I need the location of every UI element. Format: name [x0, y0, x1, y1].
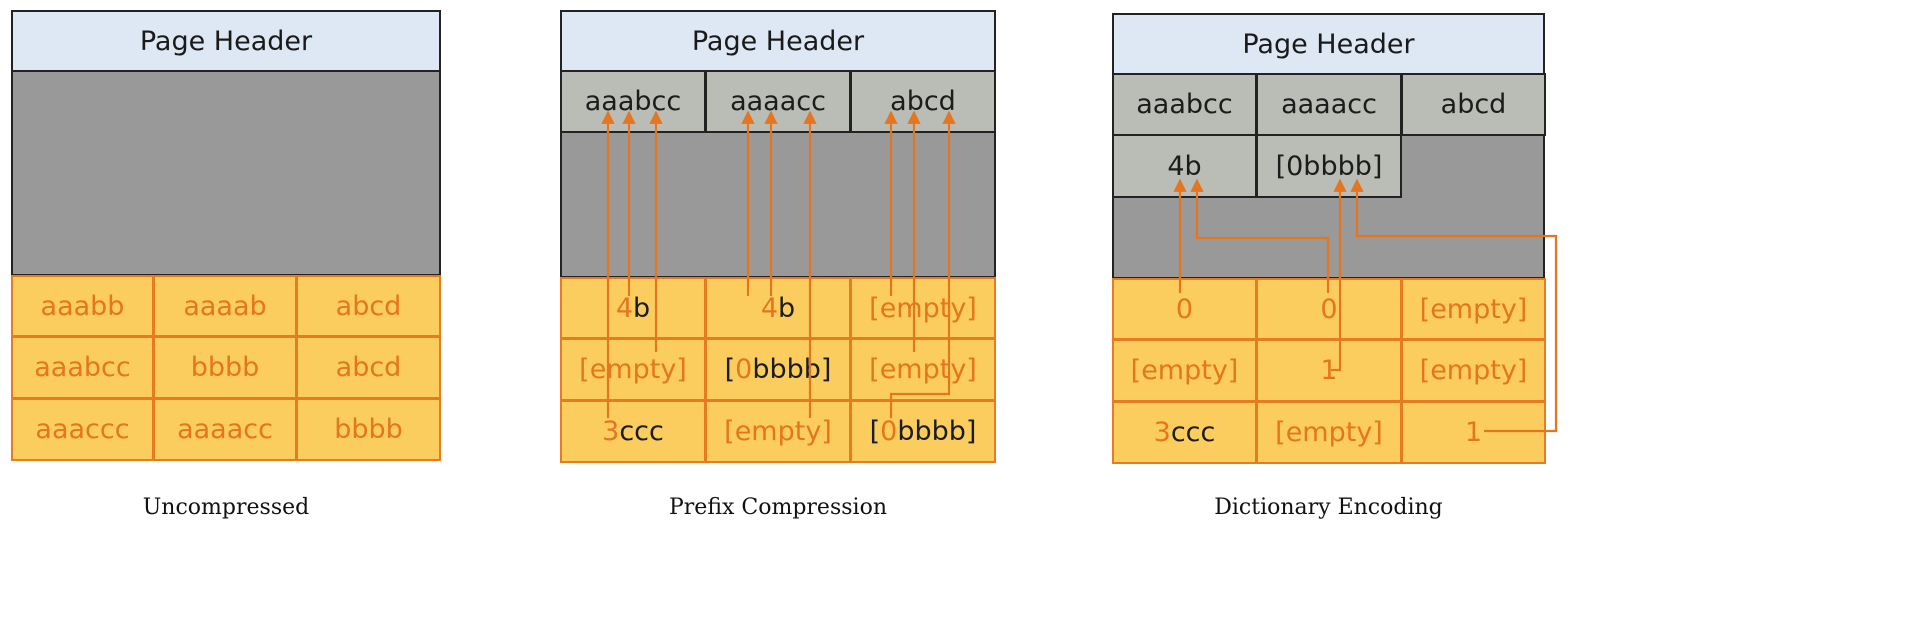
cell-ref: 3 — [602, 416, 620, 447]
cell-value: aaabb — [40, 290, 125, 322]
prefix-cell: aaabcc — [1112, 73, 1257, 136]
data-cell: bbbb — [153, 336, 297, 399]
data-cell: [empty] — [1112, 339, 1257, 402]
cell-ref: 0 — [735, 354, 753, 385]
prefix-value: abcd — [890, 86, 956, 117]
prefix-value: aaaacc — [730, 86, 826, 117]
data-cell: 0 — [1112, 278, 1257, 340]
dictionary-value: [0bbbb] — [1275, 150, 1383, 182]
panel-caption: Uncompressed — [142, 495, 310, 520]
prefix-cell: aaaacc — [1256, 73, 1402, 136]
cell-value: [empty] — [869, 292, 977, 324]
data-cell: [empty] — [705, 400, 851, 463]
cell-suffix: bbbb] — [752, 354, 832, 385]
data-cell: [empty] — [560, 338, 706, 401]
dictionary-row: 4b [0bbbb] — [1112, 134, 1402, 198]
data-cell: bbbb — [296, 398, 441, 461]
cell-suffix: ccc — [619, 416, 664, 447]
data-row: 3 ccc [empty] [0 bbbb] — [560, 400, 996, 463]
cell-bracket: [ — [724, 354, 736, 385]
prefix-value: aaaacc — [1281, 89, 1377, 120]
prefix-cell: abcd — [850, 70, 996, 133]
cell-ref: 4 — [760, 292, 779, 324]
data-cell: abcd — [296, 275, 441, 337]
cell-value: aaaccc — [35, 414, 130, 445]
cell-ref: 0 — [1175, 293, 1194, 325]
cell-bracket: [ — [869, 416, 881, 447]
data-cell: 1 — [1256, 339, 1402, 402]
prefix-row: aaabcc aaaacc abcd — [560, 70, 996, 133]
data-cell: [0 bbbb] — [850, 400, 996, 463]
data-cell: aaabb — [11, 275, 154, 337]
cell-suffix: b — [633, 292, 651, 324]
cell-value: [empty] — [579, 354, 687, 385]
cell-value: aaaab — [183, 290, 267, 322]
dictionary-value: 4b — [1167, 150, 1202, 182]
cell-value: [empty] — [869, 354, 977, 385]
prefix-value: abcd — [1440, 89, 1507, 120]
data-cell: [0 bbbb] — [705, 338, 851, 401]
cell-value: abcd — [335, 290, 402, 322]
data-cell: [empty] — [850, 338, 996, 401]
data-cell: [empty] — [1401, 339, 1546, 402]
dictionary-cell: [0bbbb] — [1256, 134, 1402, 198]
data-cell: abcd — [296, 336, 441, 399]
data-row: aaabcc bbbb abcd — [11, 336, 441, 399]
page-header: Page Header — [560, 10, 996, 72]
cell-value: aaaacc — [177, 414, 273, 445]
cell-value: [empty] — [1419, 293, 1528, 325]
cell-value: bbbb — [190, 352, 260, 383]
prefix-cell: abcd — [1401, 73, 1546, 136]
data-row: aaabb aaaab abcd — [11, 275, 441, 337]
prefix-value: aaabcc — [584, 86, 682, 117]
data-row: [empty] [0 bbbb] [empty] — [560, 338, 996, 401]
panel-caption: Prefix Compression — [668, 495, 887, 520]
data-cell: 1 — [1401, 401, 1546, 464]
data-cell: aaaab — [153, 275, 297, 337]
data-cell: 3 ccc — [1112, 401, 1257, 464]
cell-ref: 1 — [1320, 355, 1338, 386]
page-header: Page Header — [11, 10, 441, 72]
cell-ref: 0 — [1320, 293, 1338, 325]
data-cell: aaaccc — [11, 398, 154, 461]
data-row: 0 0 [empty] — [1112, 278, 1546, 340]
cell-ref: 0 — [880, 416, 898, 447]
data-row: 3 ccc [empty] 1 — [1112, 401, 1546, 464]
cell-value: [empty] — [1275, 417, 1383, 448]
cell-value: [empty] — [724, 416, 832, 447]
prefix-row: aaabcc aaaacc abcd — [1112, 73, 1546, 136]
cell-ref: 1 — [1464, 417, 1483, 448]
data-row: aaaccc aaaacc bbbb — [11, 398, 441, 461]
data-cell: [empty] — [1256, 401, 1402, 464]
prefix-cell: aaabcc — [560, 70, 706, 133]
data-cell: aaabcc — [11, 336, 154, 399]
data-cell: aaaacc — [153, 398, 297, 461]
cell-ref: 4 — [615, 292, 634, 324]
data-cell: [empty] — [1401, 278, 1546, 340]
data-cell: 3 ccc — [560, 400, 706, 463]
prefix-value: aaabcc — [1136, 89, 1233, 120]
cell-value: aaabcc — [34, 352, 131, 383]
data-row: [empty] 1 [empty] — [1112, 339, 1546, 402]
page-header: Page Header — [1112, 13, 1545, 75]
prefix-cell: aaaacc — [705, 70, 851, 133]
cell-ref: 3 — [1153, 417, 1171, 448]
cell-suffix: bbbb] — [897, 416, 977, 447]
cell-value: [empty] — [1419, 355, 1528, 386]
cell-suffix: ccc — [1170, 417, 1216, 448]
panel-caption: Dictionary Encoding — [1214, 495, 1443, 520]
data-cell: 0 — [1256, 278, 1402, 340]
dictionary-cell: 4b — [1112, 134, 1257, 198]
data-cell: [empty] — [850, 277, 996, 339]
cell-suffix: b — [778, 292, 796, 324]
cell-value: abcd — [335, 352, 402, 383]
cell-value: [empty] — [1130, 355, 1239, 386]
cell-value: bbbb — [334, 414, 403, 445]
